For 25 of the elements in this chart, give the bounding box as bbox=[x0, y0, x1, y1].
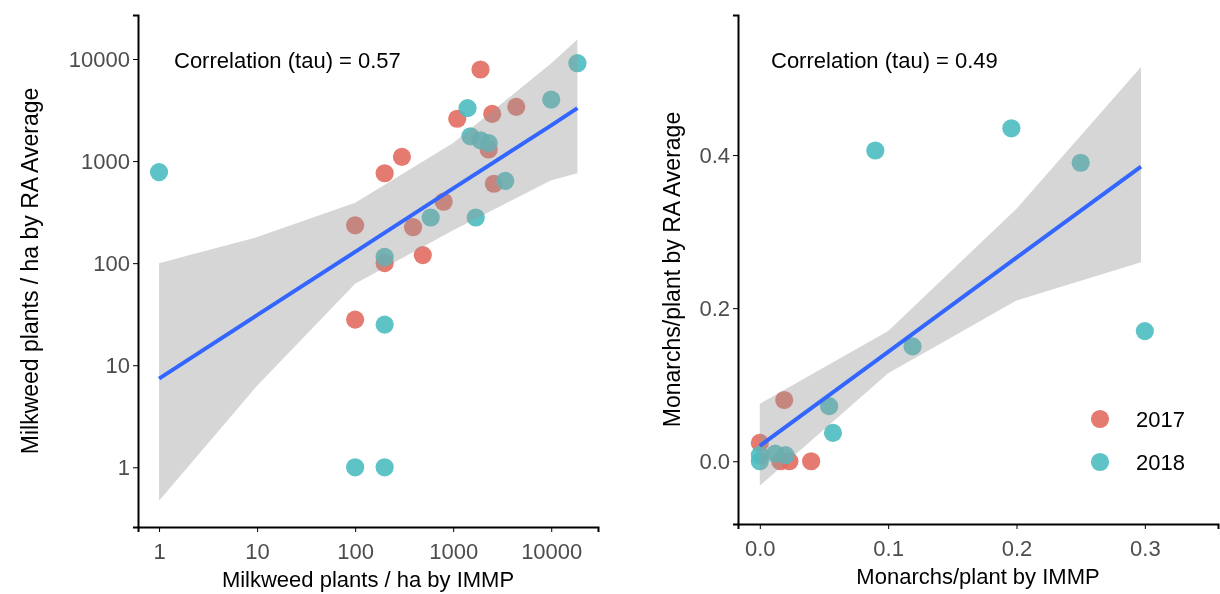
x-axis-title: Milkweed plants / ha by IMMP bbox=[221, 567, 515, 592]
y-tick-label: 1000 bbox=[81, 148, 130, 174]
y-axis-title: Monarchs/plant by RA Average bbox=[659, 111, 685, 428]
x-tick-label: 1 bbox=[153, 539, 166, 565]
x-tick-label: 10000 bbox=[521, 539, 583, 565]
x-tick-label: 10 bbox=[245, 539, 270, 565]
x-tick-label: 0.0 bbox=[745, 536, 776, 562]
y-tick-label: 10000 bbox=[68, 46, 130, 72]
legend-label: 2017 bbox=[1136, 407, 1185, 432]
y-axis-title: Milkweed plants / ha by RA Average bbox=[17, 87, 43, 455]
y-tick-label: 1 bbox=[117, 454, 130, 480]
legend-label: 2018 bbox=[1136, 450, 1185, 475]
y-tick-label: 10 bbox=[105, 352, 130, 378]
y-tick-label: 0.0 bbox=[699, 448, 730, 474]
y-tick-label: 100 bbox=[93, 250, 130, 276]
annotation: Correlation (tau) = 0.49 bbox=[771, 48, 998, 73]
x-axis-title: Monarchs/plant by IMMP bbox=[856, 564, 1100, 589]
x-tick-label: 1000 bbox=[429, 539, 479, 565]
y-tick-label: 0.4 bbox=[699, 142, 730, 168]
y-tick-label: 0.2 bbox=[699, 295, 730, 321]
x-tick-label: 0.2 bbox=[1001, 536, 1033, 562]
annotation: Correlation (tau) = 0.57 bbox=[174, 48, 401, 73]
x-tick-label: 0.1 bbox=[873, 536, 904, 562]
x-tick-label: 100 bbox=[337, 539, 374, 565]
x-tick-label: 0.3 bbox=[1130, 536, 1161, 562]
